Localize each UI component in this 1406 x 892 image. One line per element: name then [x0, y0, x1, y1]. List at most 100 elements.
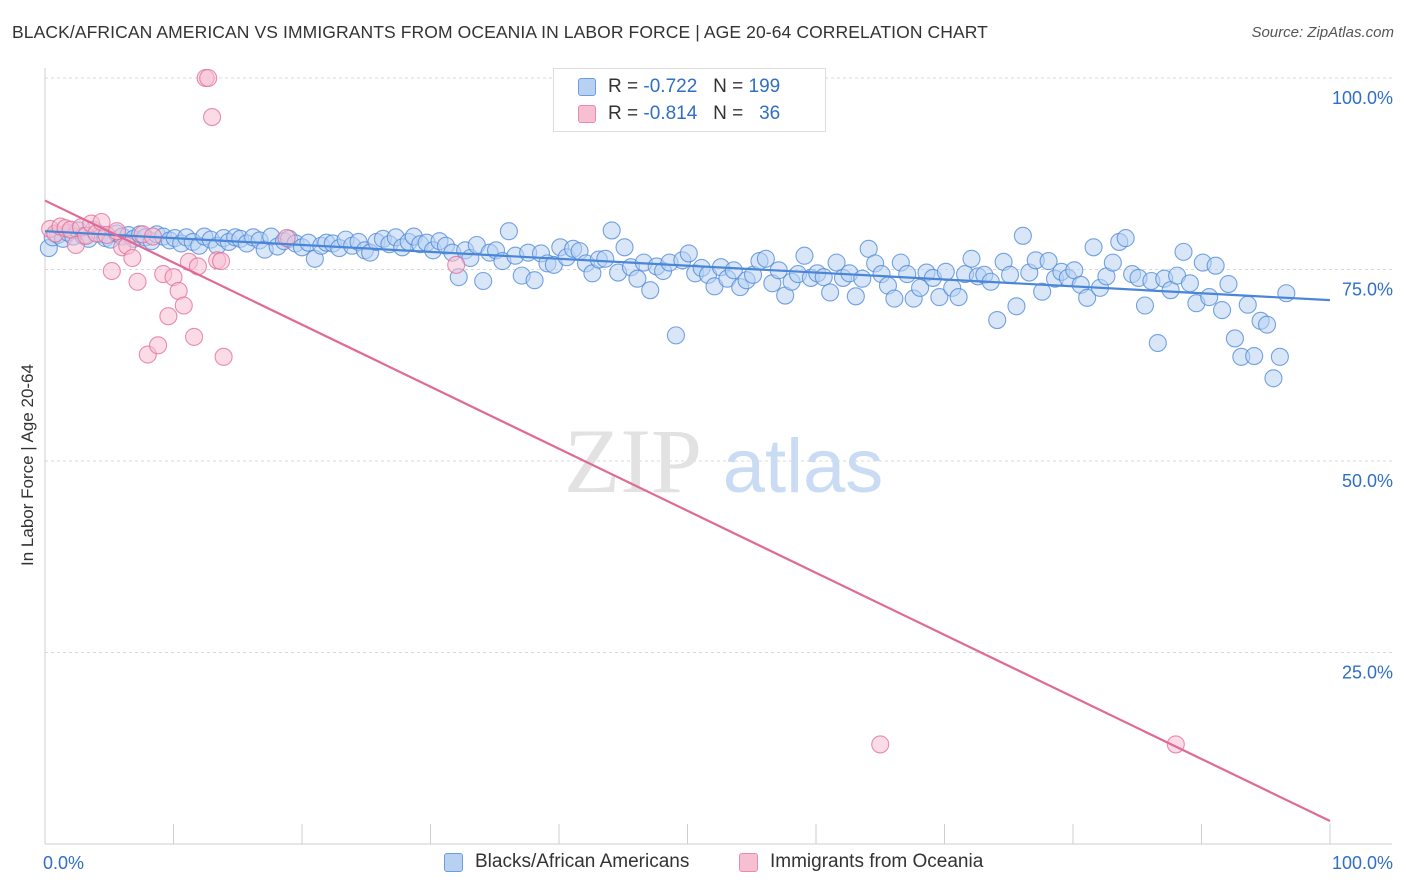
data-point — [641, 281, 660, 300]
legend-swatch-blacks — [578, 78, 596, 96]
source-credit: Source: ZipAtlas.com — [1251, 24, 1394, 41]
data-point — [1103, 253, 1122, 272]
x-tick-label-min: 0.0% — [43, 853, 84, 873]
legend-r-label: R = — [608, 76, 639, 97]
legend-row-oceania: R = -0.814 N = 36 — [578, 101, 780, 127]
data-point — [499, 222, 518, 241]
legend-r-value-oceania: -0.814 — [643, 103, 698, 124]
data-point — [277, 229, 296, 248]
trend-line-1 — [44, 199, 1331, 823]
watermark-atlas: atlas — [723, 424, 884, 509]
data-point — [827, 253, 846, 272]
data-point — [199, 68, 218, 88]
legend-swatch-blacks — [444, 852, 463, 872]
legend-n-value-oceania: 36 — [759, 103, 781, 124]
data-point — [1225, 329, 1244, 348]
chart-title: BLACK/AFRICAN AMERICAN VS IMMIGRANTS FRO… — [12, 22, 988, 42]
data-point — [846, 287, 865, 306]
data-point — [447, 255, 466, 274]
legend-label-oceania: Immigrants from Oceania — [770, 851, 984, 872]
data-point — [214, 347, 233, 366]
data-point — [1213, 301, 1232, 320]
data-point — [1007, 297, 1026, 316]
trend-lines — [44, 199, 1331, 823]
tick-labels: 100.0% 75.0% 50.0% 25.0% 0.0% 100.0% — [43, 88, 1393, 873]
data-point — [628, 269, 647, 288]
watermark-zip: ZIP — [564, 410, 702, 512]
data-point — [102, 261, 121, 281]
y-tick-label: 75.0% — [1342, 280, 1393, 300]
data-point — [1084, 238, 1103, 257]
legend-r-value-blacks: -0.722 — [643, 76, 698, 97]
data-point — [1206, 256, 1225, 275]
data-point — [159, 307, 178, 326]
stats-legend: R = -0.722 N = 199 R = -0.814 N = 36 — [553, 68, 826, 132]
data-points — [39, 68, 1296, 754]
data-point — [615, 238, 634, 257]
data-point — [174, 296, 193, 315]
legend-swatch-oceania — [578, 105, 596, 123]
data-point — [911, 278, 930, 297]
series-points-0 — [39, 220, 1296, 388]
legend-label-blacks: Blacks/African Americans — [475, 851, 690, 872]
y-tick-label: 50.0% — [1342, 471, 1393, 491]
data-point — [602, 221, 621, 240]
data-point — [885, 289, 904, 308]
data-point — [814, 268, 833, 287]
y-tick-label: 100.0% — [1332, 88, 1393, 108]
data-point — [930, 288, 949, 307]
data-point — [149, 336, 168, 355]
data-point — [211, 252, 231, 271]
legend-n-label: N = — [713, 76, 744, 97]
data-point — [1257, 315, 1277, 334]
data-point — [1270, 347, 1289, 366]
data-point — [1135, 296, 1155, 315]
data-point — [898, 265, 917, 284]
data-point — [1219, 275, 1238, 294]
legend-n-value-blacks: 199 — [748, 76, 781, 97]
data-point — [1000, 265, 1020, 284]
data-point — [123, 248, 142, 268]
data-point — [596, 249, 615, 268]
grid — [45, 77, 1392, 653]
x-tick-label-max: 100.0% — [1332, 853, 1393, 873]
data-point — [756, 249, 775, 268]
data-point — [795, 246, 814, 265]
data-point — [185, 327, 204, 346]
data-point — [1033, 282, 1052, 301]
data-point — [1245, 347, 1264, 366]
axes — [44, 68, 1392, 845]
data-point — [474, 271, 493, 291]
series-legend: Blacks/African Americans Immigrants from… — [0, 851, 1406, 879]
data-point — [1238, 295, 1257, 314]
y-tick-label: 25.0% — [1342, 663, 1393, 683]
data-point — [1078, 288, 1097, 307]
data-point — [525, 271, 544, 290]
data-point — [962, 249, 981, 268]
data-point — [1013, 226, 1032, 245]
data-point — [1039, 252, 1058, 271]
data-point — [821, 283, 840, 302]
data-point — [666, 326, 685, 345]
data-point — [988, 311, 1007, 330]
data-point — [203, 108, 222, 127]
legend-item-blacks[interactable]: Blacks/African Americans — [444, 851, 689, 873]
data-point — [1180, 274, 1199, 293]
legend-n-label: N = — [713, 103, 744, 124]
data-point — [871, 735, 890, 754]
data-point — [949, 288, 968, 307]
data-point — [128, 272, 147, 291]
data-point — [936, 262, 955, 281]
data-point — [1200, 288, 1219, 307]
data-point — [1174, 242, 1193, 261]
data-point — [1264, 369, 1283, 388]
legend-swatch-oceania — [739, 852, 758, 872]
legend-item-oceania[interactable]: Immigrants from Oceania — [739, 851, 983, 873]
trend-line-0 — [44, 230, 1331, 302]
legend-r-label: R = — [608, 103, 639, 124]
data-point — [679, 244, 698, 263]
data-point — [1148, 333, 1167, 353]
data-point — [853, 269, 872, 288]
data-point — [1116, 229, 1135, 248]
